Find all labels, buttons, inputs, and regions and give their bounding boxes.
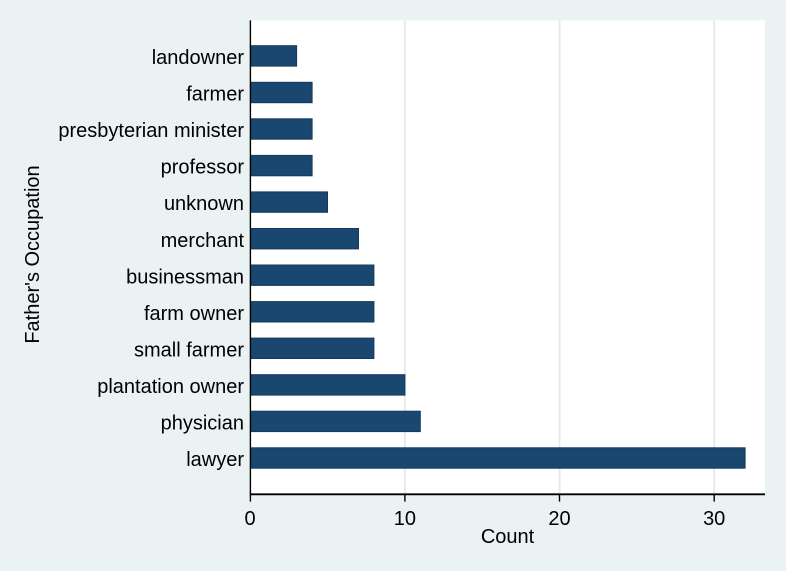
svg-text:landowner: landowner (152, 47, 245, 69)
svg-text:lawyer: lawyer (186, 449, 244, 471)
svg-text:farm owner: farm owner (144, 303, 244, 325)
svg-text:20: 20 (548, 508, 570, 530)
svg-text:farmer: farmer (186, 84, 244, 106)
svg-text:Father's Occupation: Father's Occupation (22, 165, 44, 343)
svg-text:professor: professor (161, 157, 245, 179)
svg-text:plantation owner: plantation owner (97, 376, 244, 398)
svg-text:presbyterian minister: presbyterian minister (58, 120, 244, 142)
svg-text:30: 30 (703, 508, 725, 530)
svg-text:Count: Count (481, 526, 535, 548)
svg-text:physician: physician (161, 413, 244, 435)
svg-text:0: 0 (244, 508, 255, 530)
svg-text:businessman: businessman (126, 266, 244, 288)
svg-text:10: 10 (394, 508, 416, 530)
svg-text:unknown: unknown (164, 193, 244, 215)
svg-text:merchant: merchant (161, 230, 245, 252)
svg-text:small farmer: small farmer (134, 339, 244, 361)
